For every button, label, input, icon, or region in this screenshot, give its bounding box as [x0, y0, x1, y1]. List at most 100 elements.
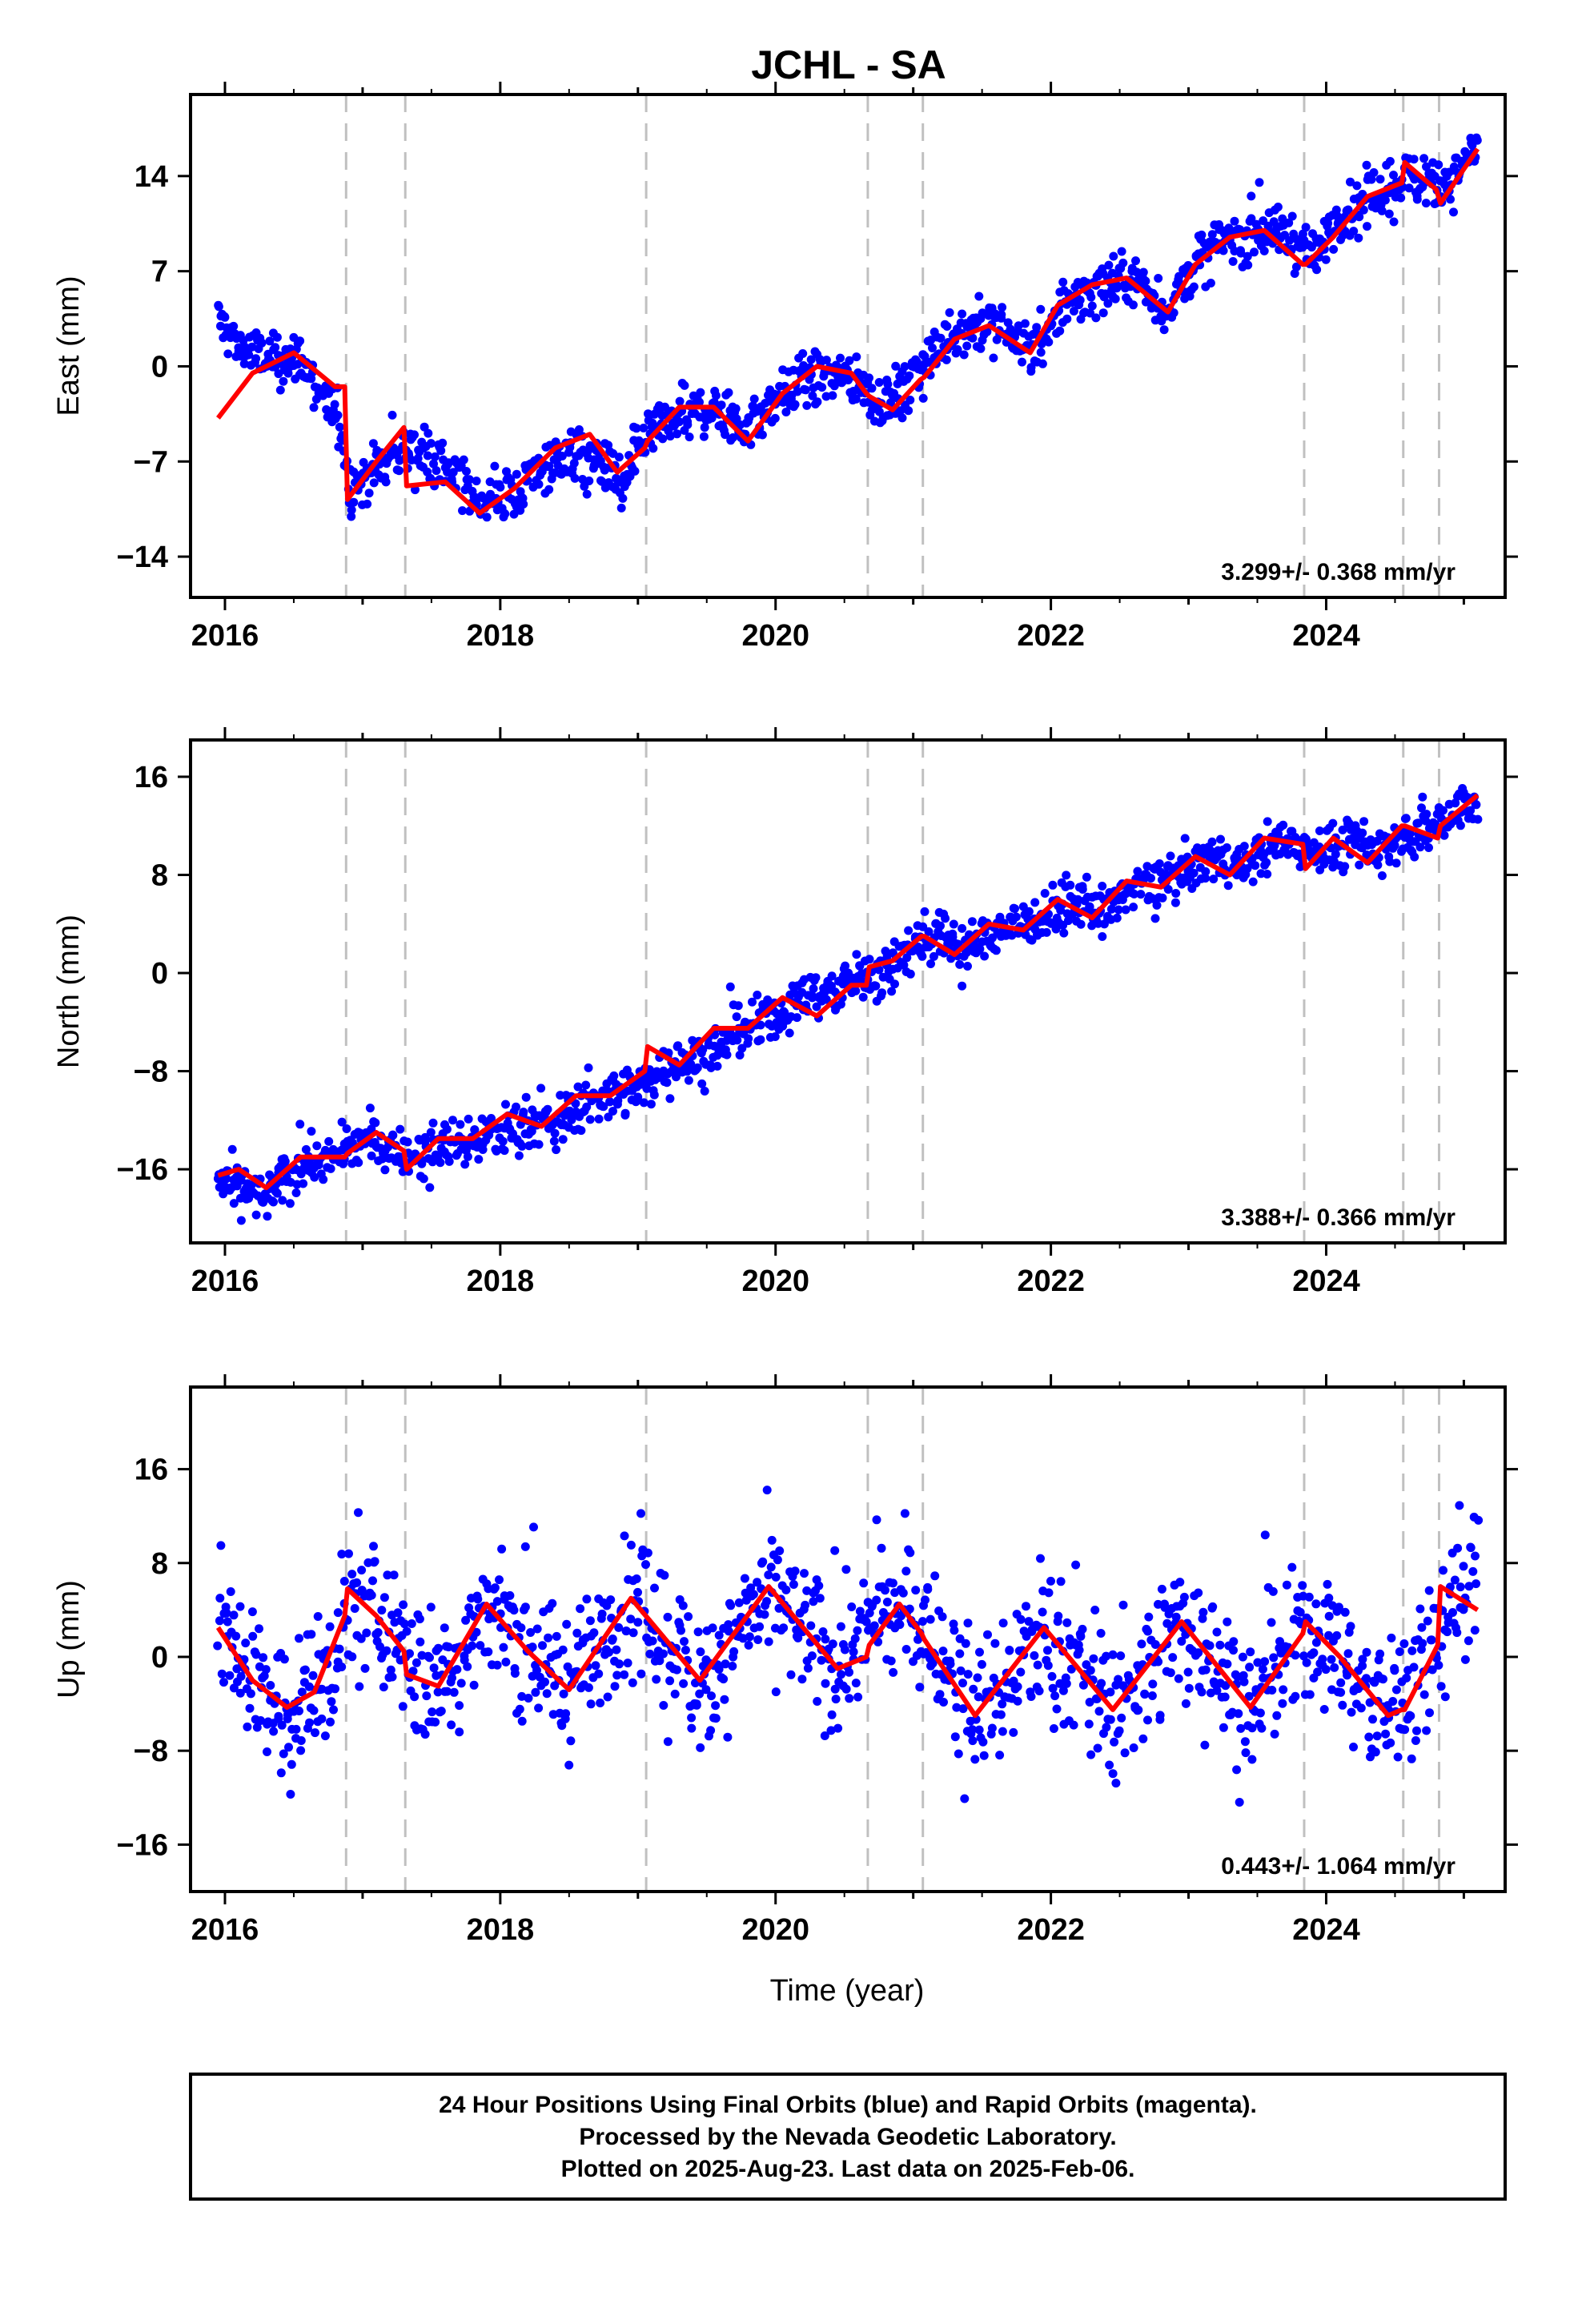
up-y-axis-label: Up (mm) [52, 1580, 86, 1699]
north-point-979 [1223, 881, 1233, 891]
east-point-1100 [1349, 227, 1359, 236]
up-point-437 [665, 1676, 675, 1686]
up-point-735 [973, 1673, 982, 1683]
up-point-120 [337, 1663, 347, 1671]
north-panel: 2016 2018 2020 2022 2024 16 8 0 −8 −16 North (mm) 3… [52, 727, 1518, 1298]
north-point-838 [1078, 885, 1087, 894]
north-point-75 [291, 1188, 301, 1197]
up-point-938 [1181, 1699, 1191, 1708]
up-point-844 [1085, 1698, 1094, 1707]
up-point-17 [231, 1631, 241, 1641]
up-point-270 [492, 1597, 502, 1606]
up-point-1149 [1399, 1639, 1409, 1648]
east-point-345 [569, 458, 579, 468]
north-point-721 [958, 981, 967, 991]
up-point-542 [773, 1555, 782, 1565]
up-point-275 [497, 1544, 507, 1554]
east-point-1109 [1359, 205, 1368, 215]
north-point-712 [948, 929, 958, 939]
up-point-229 [449, 1687, 459, 1697]
up-point-357 [582, 1594, 592, 1604]
east-point-50 [265, 336, 275, 346]
east-point-1168 [1419, 154, 1429, 163]
up-point-1050 [1298, 1581, 1307, 1590]
east-point-1198 [1449, 162, 1459, 171]
up-point-1076 [1324, 1594, 1334, 1602]
east-point-1014 [1259, 246, 1269, 255]
up-point-335 [559, 1689, 568, 1699]
up-point-465 [693, 1627, 703, 1637]
east-xtick-label-2022: 2022 [1017, 619, 1085, 653]
up-point-63 [279, 1749, 288, 1759]
north-point-360 [585, 1115, 595, 1124]
up-point-849 [1090, 1606, 1100, 1614]
north-point-296 [519, 1108, 528, 1117]
north-point-803 [1042, 927, 1051, 937]
up-point-1000 [1246, 1647, 1255, 1657]
up-point-933 [1177, 1637, 1186, 1646]
footer-line-3: Plotted on 2025-Aug-23. Last data on 202… [561, 2156, 1135, 2182]
north-point-753 [991, 946, 1001, 955]
north-point-1164 [1415, 842, 1425, 852]
up-point-599 [831, 1695, 841, 1704]
east-point-1128 [1377, 206, 1387, 215]
up-point-1161 [1412, 1726, 1421, 1735]
east-ytick-label-0: 0 [151, 350, 168, 384]
north-point-1199 [1451, 798, 1460, 808]
east-point-448 [675, 396, 685, 406]
north-point-580 [812, 1002, 821, 1011]
north-point-743 [980, 951, 990, 961]
north-point-249 [470, 1125, 480, 1135]
up-point-410 [636, 1669, 646, 1679]
east-point-618 [851, 394, 861, 404]
up-point-149 [368, 1576, 377, 1586]
north-point-845 [1085, 902, 1094, 911]
up-point-1095 [1343, 1649, 1353, 1659]
up-point-1207 [1459, 1562, 1468, 1571]
east-point-466 [695, 397, 704, 407]
up-point-436 [663, 1737, 673, 1747]
up-point-855 [1096, 1629, 1106, 1638]
up-point-234 [455, 1701, 464, 1711]
north-point-526 [756, 1020, 765, 1030]
up-point-791 [1030, 1651, 1039, 1660]
footer-line-1: 24 Hour Positions Using Final Orbits (bl… [439, 2092, 1257, 2118]
up-point-1061 [1309, 1648, 1319, 1658]
up-point-453 [681, 1646, 690, 1655]
east-point-945 [1189, 282, 1199, 292]
north-model-line [217, 793, 1480, 1191]
east-point-207 [426, 439, 436, 448]
north-point-945 [1189, 868, 1199, 878]
up-point-532 [762, 1486, 772, 1495]
up-point-22 [235, 1602, 245, 1611]
east-point-243 [464, 475, 474, 485]
north-point-1003 [1248, 877, 1258, 887]
east-point-835 [1075, 296, 1085, 305]
north-point-866 [1106, 904, 1116, 914]
up-point-1057 [1304, 1592, 1314, 1602]
up-point-306 [529, 1522, 538, 1532]
north-point-825 [1066, 880, 1075, 890]
up-point-421 [648, 1636, 657, 1646]
up-point-85 [300, 1665, 310, 1675]
up-point-94 [311, 1728, 319, 1738]
north-point-198 [417, 1159, 427, 1168]
east-point-190 [410, 430, 419, 440]
up-point-834 [1074, 1646, 1084, 1655]
up-point-338 [562, 1619, 572, 1629]
up-point-817 [1056, 1577, 1066, 1586]
east-point-203 [423, 451, 432, 460]
up-point-710 [946, 1659, 955, 1669]
north-points [213, 784, 1483, 1225]
up-point-1087 [1336, 1678, 1346, 1687]
north-point-69 [285, 1199, 295, 1208]
up-point-432 [659, 1649, 668, 1659]
east-point-692 [928, 344, 937, 352]
up-point-93 [309, 1706, 319, 1715]
up-point-361 [586, 1699, 596, 1709]
east-point-1045 [1291, 262, 1301, 271]
up-point-231 [452, 1665, 462, 1675]
up-point-572 [803, 1663, 813, 1673]
east-point-1146 [1396, 193, 1406, 203]
up-point-524 [755, 1622, 765, 1631]
